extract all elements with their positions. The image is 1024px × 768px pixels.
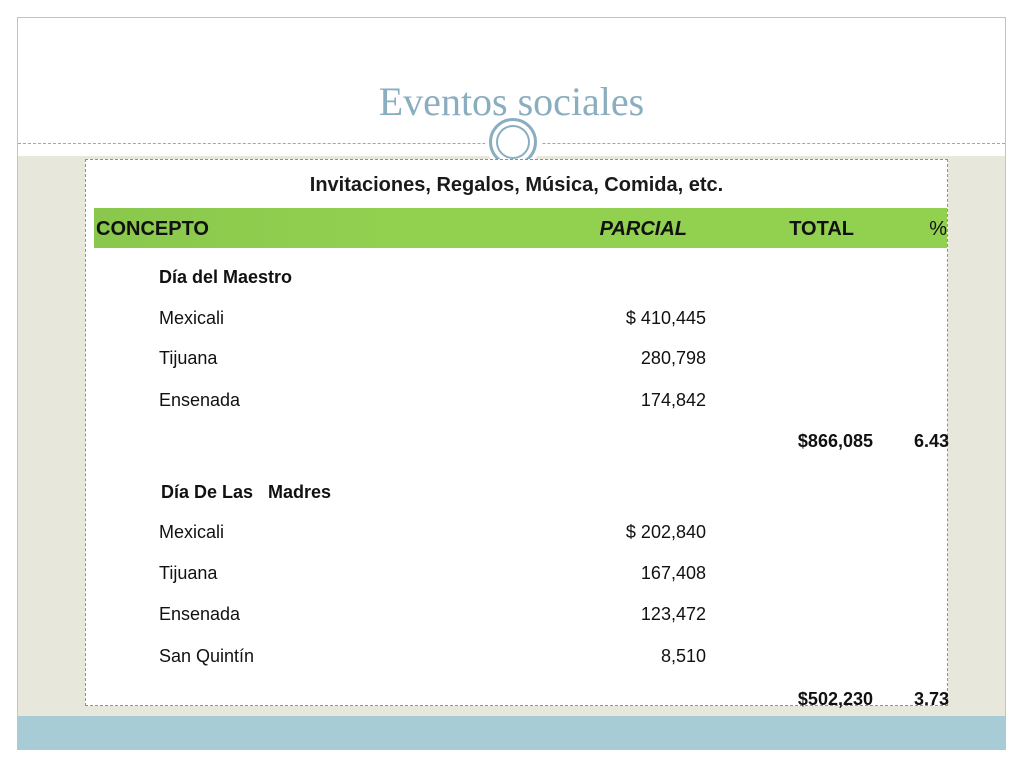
table-row: Mexicali $ 410,445 xyxy=(86,308,949,330)
row-label: Tijuana xyxy=(159,563,218,583)
subtotal-row: $866,085 6.43 xyxy=(86,431,949,453)
subtotal-percent: 3.73 xyxy=(913,689,949,709)
slide: Eventos sociales Invitaciones, Regalos, … xyxy=(17,17,1006,750)
row-label: Ensenada xyxy=(159,390,241,410)
row-label: San Quintín xyxy=(159,646,255,666)
table-row: Tijuana 167,408 xyxy=(86,563,949,585)
table-row: Mexicali $ 202,840 xyxy=(86,522,949,544)
subtotal-value: $866,085 xyxy=(797,431,873,451)
content-placeholder: Invitaciones, Regalos, Música, Comida, e… xyxy=(85,159,949,709)
header-total: TOTAL xyxy=(789,218,854,240)
table-row: Tijuana 280,798 xyxy=(86,348,949,370)
table-row: San Quintín 8,510 xyxy=(86,646,949,668)
header-percent: % xyxy=(929,218,947,240)
header-parcial: PARCIAL xyxy=(599,218,687,240)
row-label: Mexicali xyxy=(159,522,225,542)
subtotal-value: $502,230 xyxy=(797,689,873,709)
row-label: Tijuana xyxy=(159,348,218,368)
ring-inner-icon xyxy=(496,125,530,159)
table-subtitle: Invitaciones, Regalos, Música, Comida, e… xyxy=(309,174,724,196)
footer-band xyxy=(18,716,1005,750)
section-title-row: Día del Maestro xyxy=(86,267,949,289)
row-parcial: 280,798 xyxy=(640,348,706,368)
table-row: Ensenada 174,842 xyxy=(86,390,949,412)
section-title: Día De Las Madres xyxy=(161,482,332,502)
row-parcial: 174,842 xyxy=(640,390,706,410)
row-label: Ensenada xyxy=(159,604,241,624)
row-parcial: $ 410,445 xyxy=(625,308,706,328)
row-parcial: 123,472 xyxy=(640,604,706,624)
row-parcial: 167,408 xyxy=(640,563,706,583)
table-header: CONCEPTO PARCIAL TOTAL % xyxy=(94,208,947,248)
row-label: Mexicali xyxy=(159,308,225,328)
table-row: Ensenada 123,472 xyxy=(86,604,949,626)
section-title: Día del Maestro xyxy=(159,267,293,287)
row-parcial: 8,510 xyxy=(660,646,706,666)
row-parcial: $ 202,840 xyxy=(625,522,706,542)
subtotal-row: $502,230 3.73 xyxy=(86,689,949,711)
header-concepto: CONCEPTO xyxy=(96,218,209,240)
section-title-row: Día De Las Madres xyxy=(86,482,949,504)
subtotal-percent: 6.43 xyxy=(913,431,949,451)
